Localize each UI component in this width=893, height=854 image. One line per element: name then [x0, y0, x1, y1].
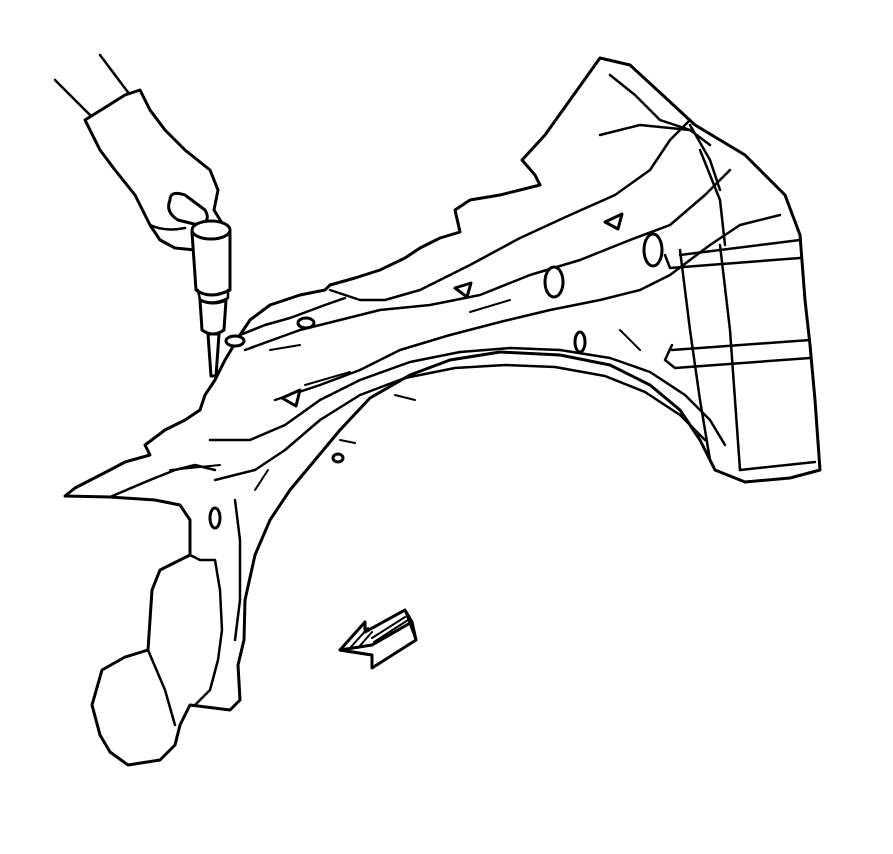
panel-outline — [63, 56, 822, 767]
lower-leg-band — [233, 498, 242, 642]
wheel-arch-inner — [208, 346, 727, 447]
lower-leg-edge — [188, 553, 224, 707]
weld-mark-2 — [453, 281, 473, 299]
hole-drill-point — [224, 334, 246, 348]
right-flange-step-low — [663, 343, 812, 370]
wheel-arch-band — [213, 363, 707, 482]
hole-large-1 — [642, 232, 664, 268]
drill-icon — [190, 219, 232, 378]
tool-collar — [198, 298, 228, 336]
detail-tick-6 — [469, 299, 511, 313]
arrow-shade-1 — [349, 627, 369, 649]
hole-slot-top — [296, 316, 316, 330]
tool-bit — [206, 332, 221, 378]
weld-mark-3 — [603, 212, 624, 231]
arrow-edge — [403, 608, 418, 642]
tool-handle — [190, 228, 232, 297]
lower-leg-inner — [146, 648, 177, 727]
tool-handle-top — [190, 219, 232, 241]
mid-surface-line — [273, 213, 782, 402]
detail-tick-3 — [394, 394, 416, 401]
hole-small-2 — [331, 452, 345, 464]
left-shoulder-2 — [238, 296, 347, 337]
top-cap-ridge — [698, 148, 727, 247]
top-cap-ridge-2 — [688, 123, 722, 192]
right-flange-step-mid — [670, 338, 812, 352]
direction-arrow-icon — [338, 608, 418, 670]
main-ridge — [243, 168, 732, 352]
detail-tick-8 — [254, 469, 269, 491]
right-flange-step-top — [678, 238, 802, 257]
hand-icon — [53, 53, 227, 252]
hole-large-2 — [543, 265, 565, 299]
hole-small-1 — [573, 330, 587, 354]
arrow-shade-2 — [357, 631, 373, 649]
right-flange-inner — [718, 243, 742, 472]
sleeve-line-1 — [53, 78, 97, 122]
detail-tick-7 — [304, 371, 351, 386]
detail-tick-1 — [269, 344, 301, 351]
hand-knuckle-line — [148, 223, 187, 231]
detail-tick-4 — [339, 439, 356, 444]
sleeve-line-2 — [98, 53, 132, 97]
right-flange-lower — [738, 460, 817, 472]
inner-fender-panel — [63, 56, 822, 767]
right-flange-edge — [678, 248, 712, 462]
right-flange-step-upper — [663, 253, 802, 270]
top-cap-inner — [598, 123, 692, 137]
detail-tick-5 — [619, 329, 641, 351]
hole-small-3 — [208, 506, 222, 530]
arrow-shade-3 — [371, 616, 406, 639]
arrow-shade-4 — [373, 619, 409, 643]
upper-flange — [328, 118, 692, 302]
weld-mark-1 — [280, 388, 302, 408]
detail-tick-2 — [169, 464, 221, 471]
